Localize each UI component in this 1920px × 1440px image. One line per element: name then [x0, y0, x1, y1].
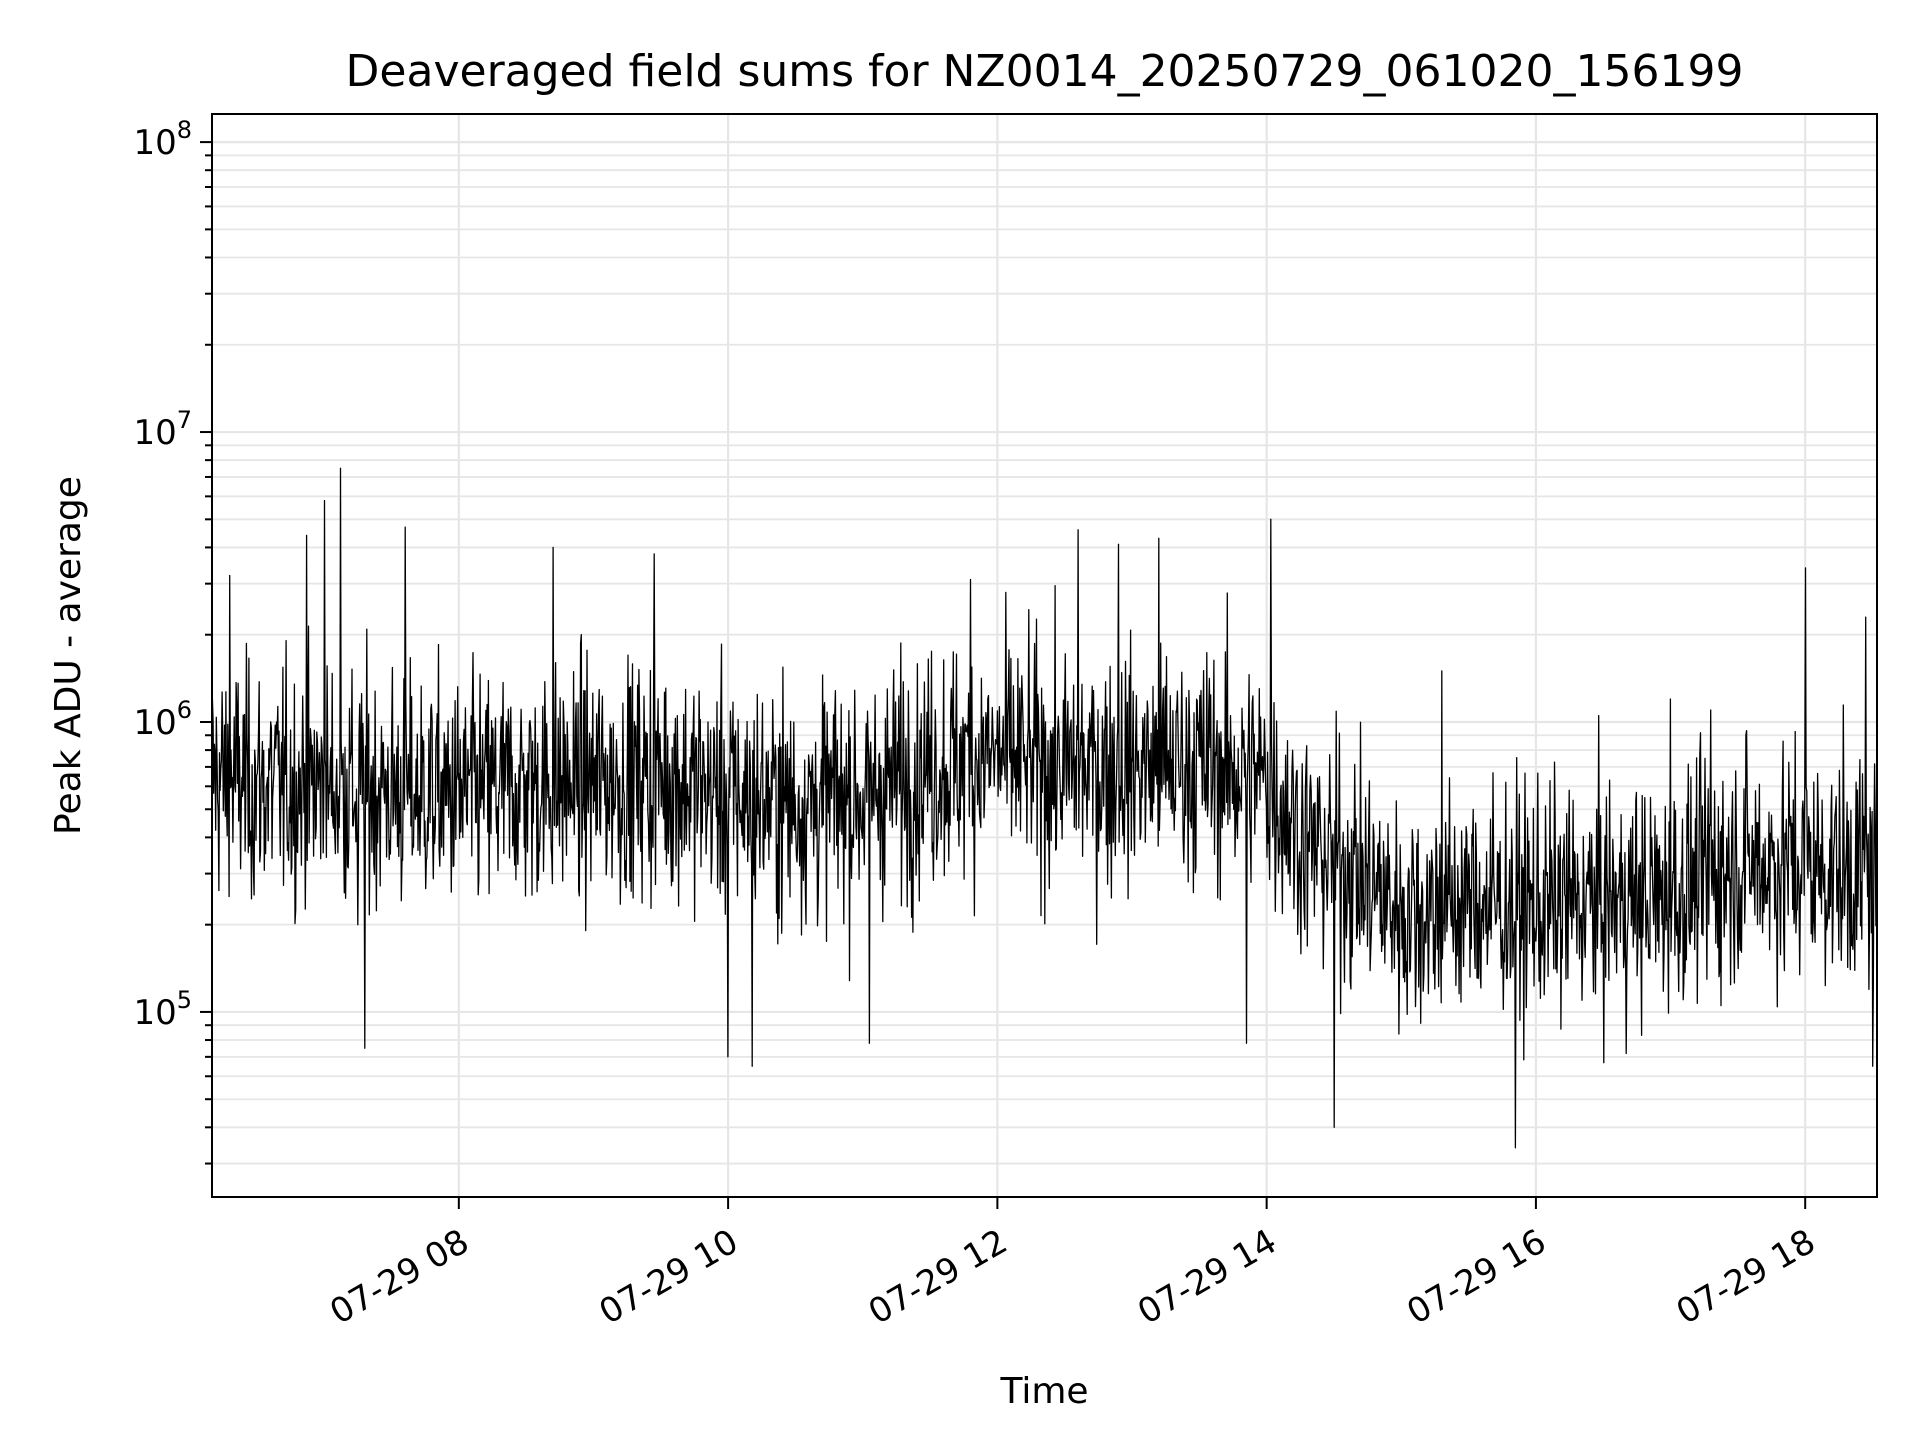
y-tick-label: 107 [133, 406, 192, 453]
chart-title: Deaveraged field sums for NZ0014_2025072… [346, 46, 1744, 97]
y-tick-label: 108 [133, 116, 192, 163]
plot-frame [211, 113, 1878, 1198]
series-line [211, 467, 1878, 1149]
y-tick-label: 106 [133, 696, 192, 743]
plot-area [211, 467, 1878, 1149]
y-axis-label: Peak ADU - average [48, 476, 89, 835]
y-tick-label: 105 [133, 986, 192, 1033]
x-axis-label: Time [999, 1371, 1088, 1412]
